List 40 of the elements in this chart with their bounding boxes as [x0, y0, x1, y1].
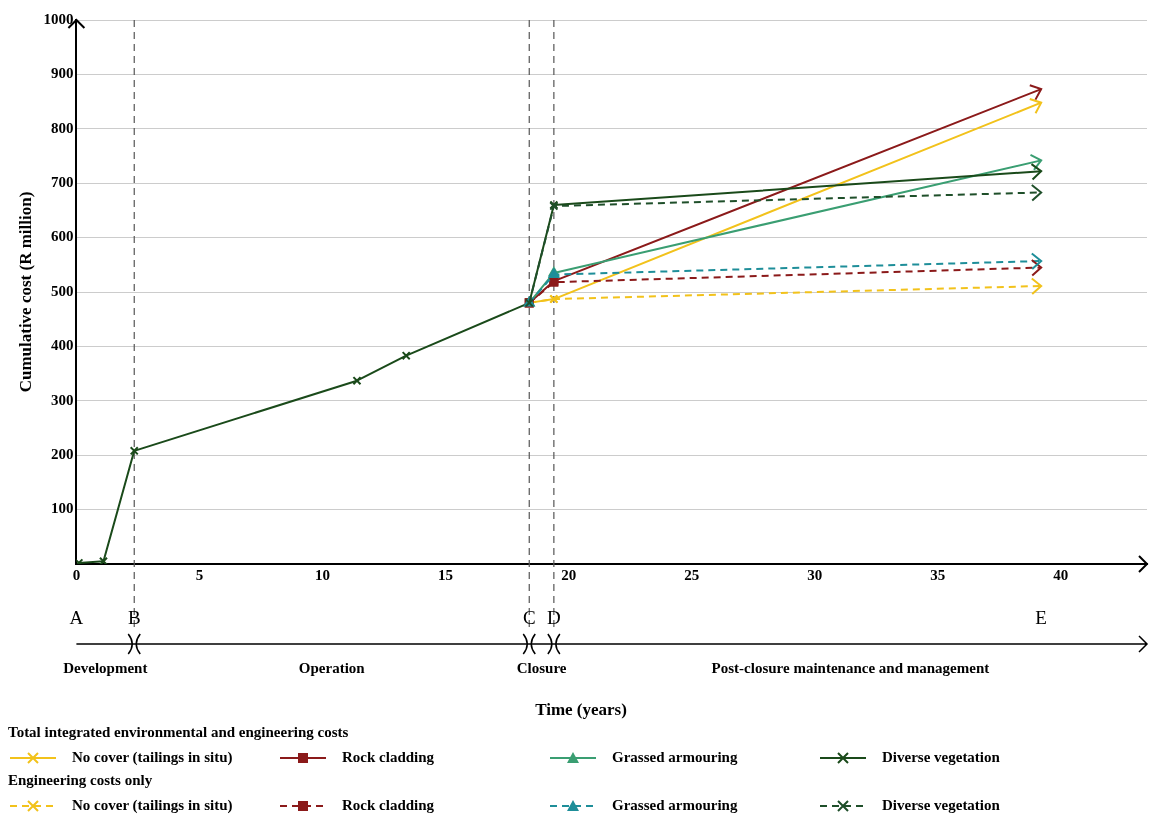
legend-label: Diverse vegetation: [882, 797, 1000, 814]
text: A: [69, 606, 84, 628]
text: Time (years): [534, 700, 628, 720]
x-tick-label: 40: [1053, 566, 1069, 583]
y-axis-title: Cumulative cost (R million): [15, 191, 35, 393]
text: Total integrated environmental and engineering costs: [8, 724, 350, 741]
legend-label: No cover (tailings in situ): [72, 749, 233, 766]
text: Closure: [516, 659, 567, 676]
legend-label: Diverse vegetation: [882, 749, 1000, 766]
x-tick-label: 10: [315, 566, 331, 583]
x-tick-label: 30: [807, 566, 823, 583]
legend-label: No cover (tailings in situ): [72, 797, 233, 814]
ref-line-label: B: [127, 606, 141, 628]
y-tick-label: 700: [50, 174, 74, 191]
text: Development: [63, 659, 148, 676]
y-tick-label: 300: [50, 391, 74, 408]
legend-label: Rock cladding: [342, 797, 435, 814]
x-tick-label: 0: [72, 566, 81, 583]
y-tick-label: 400: [50, 337, 74, 354]
y-tick-label: 200: [50, 446, 74, 463]
legend-label: Rock cladding: [342, 749, 435, 766]
y-tick-label: 900: [50, 65, 74, 82]
y-tick-label: 500: [50, 282, 74, 299]
y-tick-label: 100: [50, 500, 74, 517]
text: Operation: [298, 659, 366, 676]
legend-label: Grassed armouring: [612, 797, 738, 814]
x-tick-label: 5: [195, 566, 204, 583]
y-tick-label: 800: [50, 119, 74, 136]
legend-label: Grassed armouring: [612, 749, 738, 766]
ref-line-label: D: [547, 606, 561, 628]
text: Engineering costs only: [8, 772, 154, 789]
y-tick-label: 1000: [43, 10, 74, 27]
ref-line-label: C: [522, 606, 536, 628]
y-tick-label: 600: [50, 228, 74, 245]
x-tick-label: 15: [438, 566, 454, 583]
x-tick-label: 25: [684, 566, 700, 583]
x-tick-label: 20: [561, 566, 577, 583]
text: Post-closure maintenance and management: [711, 659, 990, 676]
x-tick-label: 35: [930, 566, 946, 583]
text: E: [1035, 606, 1047, 628]
